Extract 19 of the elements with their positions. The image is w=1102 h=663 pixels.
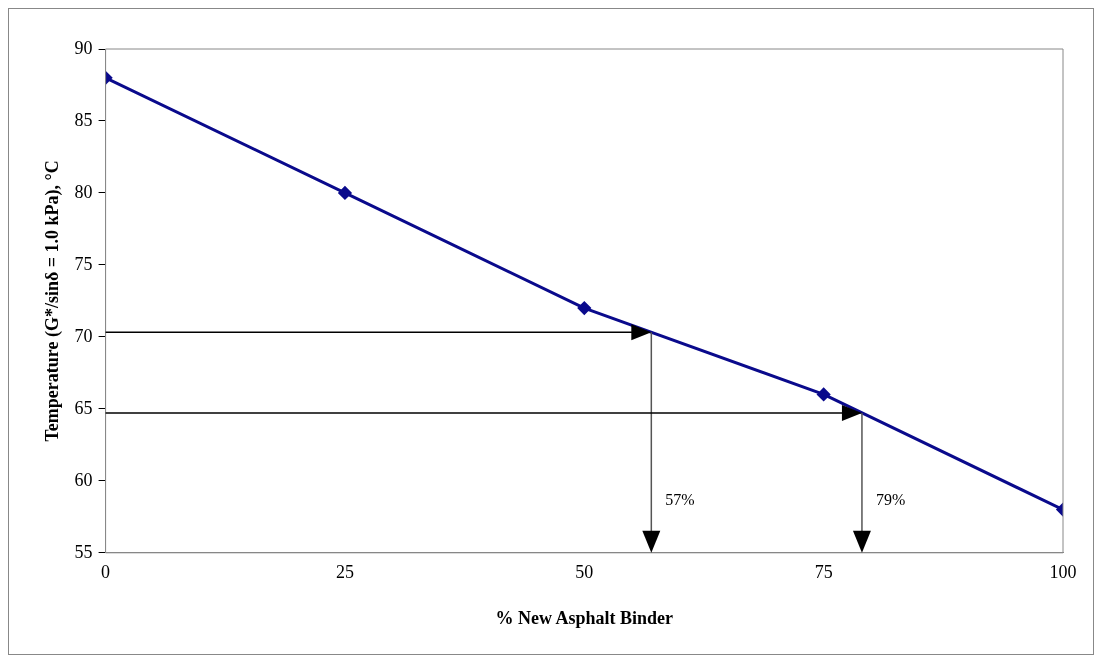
x-tick-label: 100 [1049,562,1077,583]
point [577,301,591,315]
x-tick-label: 75 [814,562,833,583]
y-tick-label: 65 [74,397,93,418]
ref-line-label: 79% [875,490,906,509]
y-tick-label: 90 [74,37,93,58]
y-tick-label: 80 [74,181,93,202]
point [338,186,352,200]
ref-line-label: 57% [665,490,695,509]
x-tick-label: 50 [575,562,594,583]
y-tick-label: 70 [74,325,93,346]
y-tick-label: 75 [74,253,93,274]
y-axis-title: Temperature (G*/sinδ = 1.0 kPa), °C [42,160,64,442]
x-tick-label: 25 [335,562,354,583]
y-tick-label: 60 [74,469,93,490]
y-tick-label: 55 [74,541,93,562]
x-axis-title: % New Asphalt Binder [495,607,674,628]
y-tick-label: 85 [74,109,93,130]
x-tick-label: 0 [101,562,111,583]
